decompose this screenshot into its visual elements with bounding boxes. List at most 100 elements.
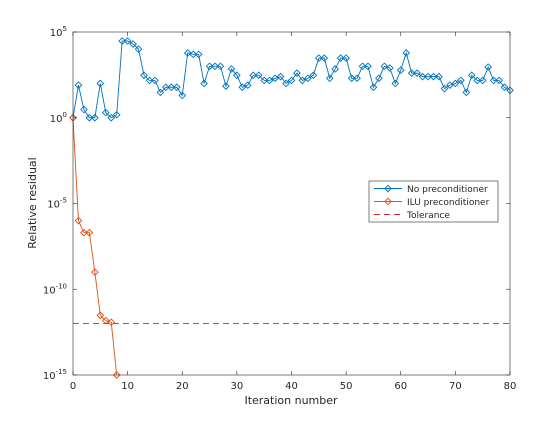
data-point [107, 318, 116, 327]
data-point [325, 74, 334, 83]
data-point [222, 82, 230, 90]
series-layer [69, 37, 514, 379]
data-point [172, 83, 181, 92]
data-point [129, 40, 137, 48]
data-point [320, 54, 329, 62]
data-point [243, 81, 252, 89]
data-point [402, 49, 411, 57]
data-point [413, 69, 421, 77]
data-point [462, 88, 471, 97]
data-point [391, 79, 400, 88]
x-tick-label: 80 [504, 381, 517, 392]
data-point [407, 69, 416, 77]
series-ilu-preconditioner [69, 113, 121, 379]
data-point [446, 81, 454, 89]
data-point [265, 76, 274, 85]
data-point [380, 62, 389, 71]
data-point [96, 311, 105, 320]
data-point [309, 71, 318, 80]
x-tick-label: 50 [340, 381, 353, 392]
data-point [314, 54, 323, 62]
data-point [167, 83, 176, 92]
data-point [282, 79, 290, 88]
data-point [375, 74, 383, 83]
ticks-layer: 0 10 20 30 40 50 60 70 80 10-15 10-10 10-5 100 105 [43, 25, 517, 392]
y-tick-label: 10-10 [43, 282, 67, 296]
data-point [205, 62, 214, 71]
data-point [353, 74, 361, 83]
data-point [183, 49, 192, 57]
data-point [478, 76, 487, 85]
legend-label: No preconditioner [407, 185, 488, 195]
y-axis-label: Relative residual [26, 157, 39, 248]
x-tick-label: 40 [285, 381, 298, 392]
legend-label: ILU preconditioner [407, 198, 490, 208]
data-point [227, 65, 236, 73]
x-tick-label: 30 [231, 381, 244, 392]
data-point [457, 76, 465, 85]
data-point [145, 76, 154, 85]
legend-swatch-marker [384, 184, 392, 193]
x-tick-label: 60 [394, 381, 407, 392]
data-point [112, 371, 121, 379]
y-tick-label: 10-15 [43, 368, 67, 382]
x-axis-label: Iteration number [244, 394, 338, 407]
legend-label: Tolerance [406, 211, 450, 221]
data-point [233, 71, 241, 80]
data-point [151, 76, 159, 85]
x-tick-label: 70 [449, 381, 462, 392]
data-point [194, 50, 203, 59]
data-point [80, 228, 88, 237]
data-point [342, 54, 350, 62]
data-point [495, 76, 503, 85]
data-point [385, 64, 394, 72]
data-point [200, 79, 208, 88]
data-point [287, 76, 296, 85]
y-tick-label: 105 [50, 25, 67, 39]
y-tick-label: 10-5 [47, 197, 67, 211]
data-point [260, 76, 269, 85]
data-point [80, 105, 88, 114]
data-point [162, 83, 170, 92]
data-point [91, 268, 99, 276]
legend: No preconditioner ILU preconditioner Toler… [368, 180, 499, 223]
data-point [473, 76, 482, 85]
data-point [429, 72, 438, 81]
data-point [156, 88, 165, 97]
data-point [112, 110, 121, 119]
data-point [91, 113, 99, 122]
data-point [500, 83, 509, 92]
data-point [364, 62, 372, 71]
data-point [336, 54, 345, 62]
data-point [304, 74, 312, 83]
data-point [418, 72, 427, 81]
data-point [216, 62, 225, 71]
data-point [189, 50, 198, 59]
data-point [74, 216, 83, 225]
x-tick-label: 0 [70, 381, 76, 392]
data-point [484, 63, 492, 71]
data-point [331, 65, 340, 73]
data-point [101, 108, 110, 117]
data-point [134, 45, 143, 53]
x-tick-label: 20 [176, 381, 189, 392]
data-point [271, 74, 279, 83]
data-point [74, 81, 83, 89]
data-point [440, 84, 449, 93]
data-point [140, 71, 148, 80]
data-point [369, 83, 378, 92]
x-tick-label: 10 [121, 381, 134, 392]
data-point [178, 91, 187, 100]
series-no-preconditioner [69, 37, 514, 122]
data-point [249, 71, 258, 80]
data-point [238, 83, 247, 92]
data-point [424, 72, 432, 81]
data-point [123, 37, 132, 45]
data-point [118, 37, 126, 45]
data-point [347, 74, 356, 83]
data-point [276, 72, 285, 81]
data-point [85, 228, 94, 237]
data-point [211, 62, 219, 71]
